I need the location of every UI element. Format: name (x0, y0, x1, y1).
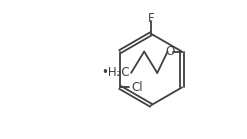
Text: F: F (148, 12, 154, 25)
Text: Cl: Cl (132, 81, 143, 94)
Text: O: O (166, 45, 175, 58)
Text: •H₂C: •H₂C (101, 66, 130, 80)
